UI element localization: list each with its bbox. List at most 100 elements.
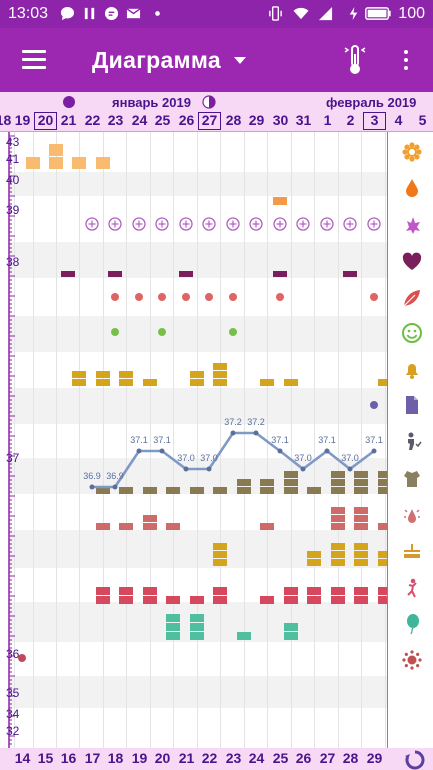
flower-icon[interactable] [401, 141, 423, 163]
plus-circle [202, 217, 216, 231]
month-label-january: январь 2019 [112, 95, 191, 110]
balloon-block [237, 632, 251, 640]
thermometer-icon[interactable] [344, 44, 366, 76]
bottom-day-24[interactable]: 24 [248, 750, 265, 766]
balloon-icon[interactable] [401, 613, 423, 635]
temperature-point [136, 448, 142, 454]
battery-percent: 100 [398, 5, 425, 22]
top-day-27[interactable]: 27 [198, 112, 221, 130]
temperature-label: 37.1 [130, 435, 148, 445]
bottom-day-15[interactable]: 15 [37, 750, 54, 766]
temperature-label: 37.2 [224, 417, 242, 427]
bottom-day-18[interactable]: 18 [107, 750, 124, 766]
wifi-icon [293, 7, 309, 20]
splat-block [119, 523, 133, 530]
document-icon[interactable] [401, 394, 423, 416]
top-day-28[interactable]: 28 [225, 112, 242, 128]
dance-block [119, 596, 133, 604]
menu-button[interactable] [22, 50, 46, 70]
bottom-day-28[interactable]: 28 [342, 750, 359, 766]
plus-circle [367, 217, 381, 231]
row-band [10, 316, 387, 352]
dance-block [96, 587, 110, 595]
top-day-24[interactable]: 24 [131, 112, 148, 128]
splat-block [331, 515, 345, 522]
top-day-22[interactable]: 22 [84, 112, 101, 128]
dance-block [284, 596, 298, 604]
bottom-day-26[interactable]: 26 [295, 750, 312, 766]
y-axis-label: 39 [6, 203, 20, 217]
bell-block [190, 379, 204, 386]
temperature-point [206, 466, 212, 472]
bell-block [190, 371, 204, 378]
smile-dot [229, 328, 237, 336]
bottom-day-27[interactable]: 27 [319, 750, 336, 766]
top-day-3[interactable]: 3 [363, 112, 386, 130]
top-day-23[interactable]: 23 [107, 112, 124, 128]
top-day-31[interactable]: 31 [295, 112, 312, 128]
shirt-icon[interactable] [401, 467, 423, 489]
bottom-day-17[interactable]: 17 [84, 750, 101, 766]
bottom-day-25[interactable]: 25 [272, 750, 289, 766]
shirt-block [260, 479, 274, 486]
cake-icon[interactable] [401, 539, 423, 561]
top-day-21[interactable]: 21 [60, 112, 77, 128]
dance-block [143, 596, 157, 604]
top-day-1[interactable]: 1 [323, 112, 332, 128]
more-options-button[interactable] [398, 48, 414, 72]
shirt-block [284, 471, 298, 478]
splat-icon[interactable] [401, 504, 423, 526]
y-axis-label: 43 [6, 135, 20, 149]
bell-block [213, 379, 227, 386]
top-day-4[interactable]: 4 [394, 112, 403, 128]
top-day-18[interactable]: 18 [0, 112, 12, 128]
temperature-point [347, 466, 353, 472]
shirt-block [354, 487, 368, 494]
flower-block [49, 144, 63, 156]
bell-icon[interactable] [401, 359, 423, 381]
bell-block [96, 371, 110, 378]
splat-block [143, 523, 157, 530]
bottom-day-16[interactable]: 16 [60, 750, 77, 766]
dance-block [307, 587, 321, 595]
plus-circle [179, 217, 193, 231]
bottom-day-23[interactable]: 23 [225, 750, 242, 766]
bottom-day-19[interactable]: 19 [131, 750, 148, 766]
cake-block [213, 551, 227, 558]
top-day-5[interactable]: 5 [418, 112, 427, 128]
bottom-day-22[interactable]: 22 [201, 750, 218, 766]
temperature-point [324, 448, 330, 454]
page-title[interactable]: Диаграмма [92, 47, 221, 73]
top-day-2[interactable]: 2 [346, 112, 355, 128]
leaf-icon[interactable] [401, 287, 423, 309]
legend-column [387, 132, 433, 748]
top-day-26[interactable]: 26 [178, 112, 195, 128]
top-day-30[interactable]: 30 [272, 112, 289, 128]
shirt-block [213, 487, 227, 494]
bottom-day-14[interactable]: 14 [14, 750, 31, 766]
balloon-block [284, 623, 298, 631]
top-day-20[interactable]: 20 [34, 112, 57, 130]
heart-bar [61, 271, 75, 277]
bottom-day-29[interactable]: 29 [366, 750, 383, 766]
sync-icon[interactable] [404, 749, 426, 770]
balloon-block [190, 614, 204, 622]
drop-icon[interactable] [401, 177, 423, 199]
cake-block [331, 543, 345, 550]
person-icon[interactable] [401, 430, 423, 452]
temperature-point [183, 466, 189, 472]
bell-block [119, 379, 133, 386]
heart-icon[interactable] [401, 251, 423, 273]
bottom-day-20[interactable]: 20 [154, 750, 171, 766]
bottom-day-21[interactable]: 21 [178, 750, 195, 766]
smile-icon[interactable] [401, 322, 423, 344]
dance-icon[interactable] [401, 577, 423, 599]
dropdown-caret-icon[interactable] [234, 57, 246, 64]
cycle-chart[interactable]: 43 41 40 39 38 37 36 35 34 32 36.9 36.9 37.1 37.1 37.0… [0, 132, 433, 748]
top-day-25[interactable]: 25 [154, 112, 171, 128]
splash-icon[interactable] [401, 213, 423, 235]
virus-icon[interactable] [401, 649, 423, 671]
top-day-19[interactable]: 19 [14, 112, 31, 128]
top-day-29[interactable]: 29 [248, 112, 265, 128]
splat-block [166, 523, 180, 530]
